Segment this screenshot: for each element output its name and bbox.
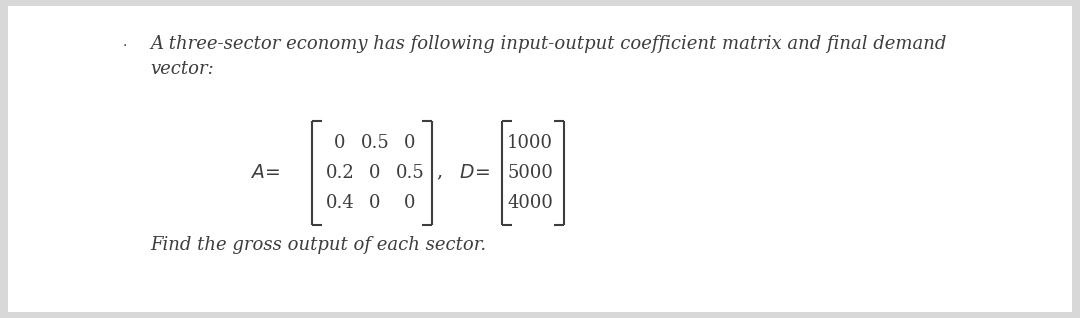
Text: 0: 0 <box>369 164 381 182</box>
Text: A three-sector economy has following input-output coefficient matrix and final d: A three-sector economy has following inp… <box>150 35 946 53</box>
Text: Find the gross output of each sector.: Find the gross output of each sector. <box>150 236 486 254</box>
Text: $A\!=\!$: $A\!=\!$ <box>249 164 280 182</box>
Text: .: . <box>123 35 127 49</box>
Text: ,: , <box>436 162 442 180</box>
Text: 1000: 1000 <box>507 134 553 152</box>
Text: 0.5: 0.5 <box>361 134 390 152</box>
Text: 0: 0 <box>404 134 416 152</box>
Text: 4000: 4000 <box>508 194 553 212</box>
Text: vector:: vector: <box>150 60 214 78</box>
Text: 0: 0 <box>369 194 381 212</box>
Text: 5000: 5000 <box>508 164 553 182</box>
Text: 0.2: 0.2 <box>326 164 354 182</box>
Text: 0.5: 0.5 <box>395 164 424 182</box>
Text: 0: 0 <box>334 134 346 152</box>
Text: 0: 0 <box>404 194 416 212</box>
Text: $D\!=\!$: $D\!=\!$ <box>459 164 490 182</box>
Text: 0.4: 0.4 <box>326 194 354 212</box>
